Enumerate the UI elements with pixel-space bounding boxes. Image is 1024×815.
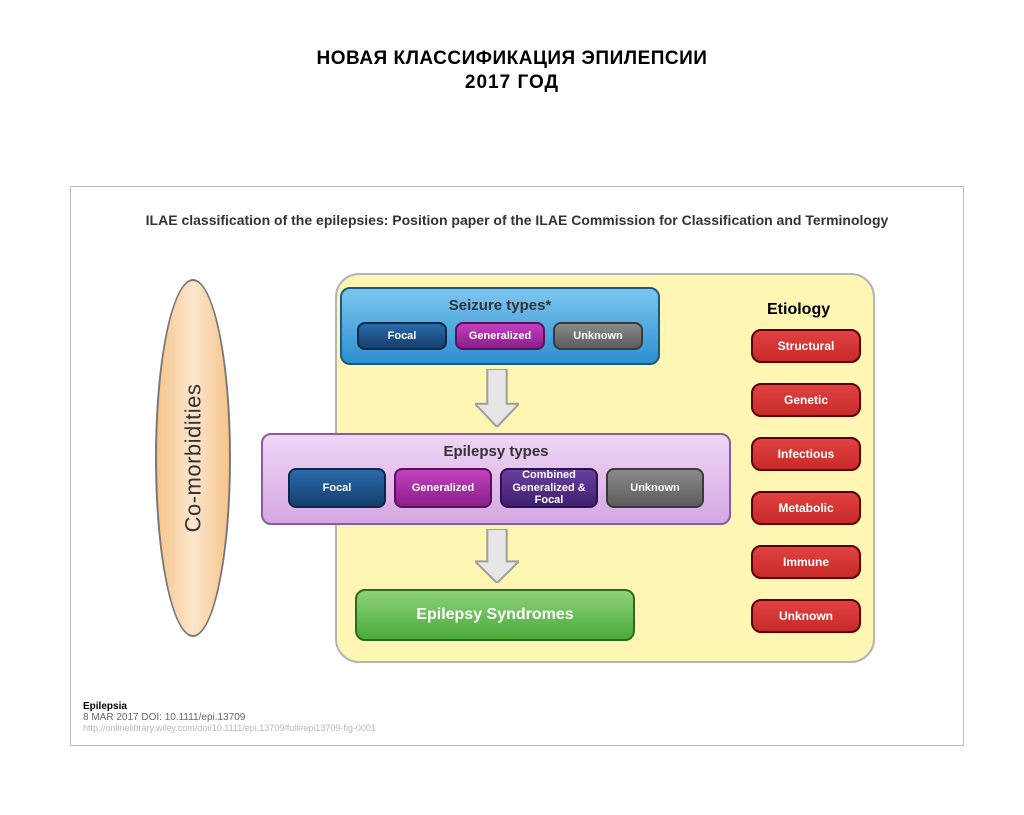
epilepsy-syndromes-box: Epilepsy Syndromes	[355, 589, 635, 641]
title-line-1: НОВАЯ КЛАССИФИКАЦИЯ ЭПИЛЕПСИИ	[0, 48, 1024, 70]
epilepsy-types-panel: Epilepsy types FocalGeneralizedCombined …	[261, 433, 731, 525]
ilae-header: ILAE classification of the epilepsies: P…	[71, 211, 963, 230]
etiology-pill-structural: Structural	[751, 329, 861, 363]
arrow-down-2	[475, 529, 519, 583]
types-pill-row: FocalGeneralizedCombined Generalized & F…	[263, 468, 729, 508]
etiology-pill-metabolic: Metabolic	[751, 491, 861, 525]
types-row-pill-0: Focal	[288, 468, 386, 508]
seizure-types-header: Seizure types*	[342, 289, 658, 314]
epilepsy-types-header: Epilepsy types	[263, 435, 729, 460]
comorbidities-label: Co-morbidities	[180, 384, 206, 533]
etiology-title: Etiology	[767, 301, 830, 319]
footer: Epilepsia 8 MAR 2017 DOI: 10.1111/epi.13…	[83, 701, 376, 733]
diagram-frame: ILAE classification of the epilepsies: P…	[70, 186, 964, 746]
seizure-row-pill-0: Focal	[357, 322, 447, 350]
footer-link: http://onlinelibrary.wiley.com/doi/10.11…	[83, 723, 376, 733]
seizure-row-pill-1: Generalized	[455, 322, 545, 350]
types-row-pill-1: Generalized	[394, 468, 492, 508]
etiology-pill-genetic: Genetic	[751, 383, 861, 417]
seizure-pill-row: Focal Generalized Unknown	[342, 322, 658, 350]
seizure-row-pill-2: Unknown	[553, 322, 643, 350]
etiology-pill-unknown: Unknown	[751, 599, 861, 633]
types-row-pill-3: Unknown	[606, 468, 704, 508]
footer-doi: 8 MAR 2017 DOI: 10.1111/epi.13709	[83, 712, 376, 723]
comorbidities-oval: Co-morbidities	[155, 279, 231, 637]
arrow-down-1	[475, 369, 519, 427]
title-line-2: 2017 ГОД	[0, 72, 1024, 94]
etiology-pill-infectious: Infectious	[751, 437, 861, 471]
page-title: НОВАЯ КЛАССИФИКАЦИЯ ЭПИЛЕПСИИ 2017 ГОД	[0, 48, 1024, 94]
footer-journal: Epilepsia	[83, 701, 376, 712]
etiology-pill-immune: Immune	[751, 545, 861, 579]
seizure-types-panel: Seizure types* Focal Generalized Unknown	[340, 287, 660, 365]
diagram: Co-morbidities Seizure types* FocalGener…	[155, 269, 875, 669]
types-row-pill-2: Combined Generalized & Focal	[500, 468, 598, 508]
syndromes-label: Epilepsy Syndromes	[416, 606, 573, 624]
